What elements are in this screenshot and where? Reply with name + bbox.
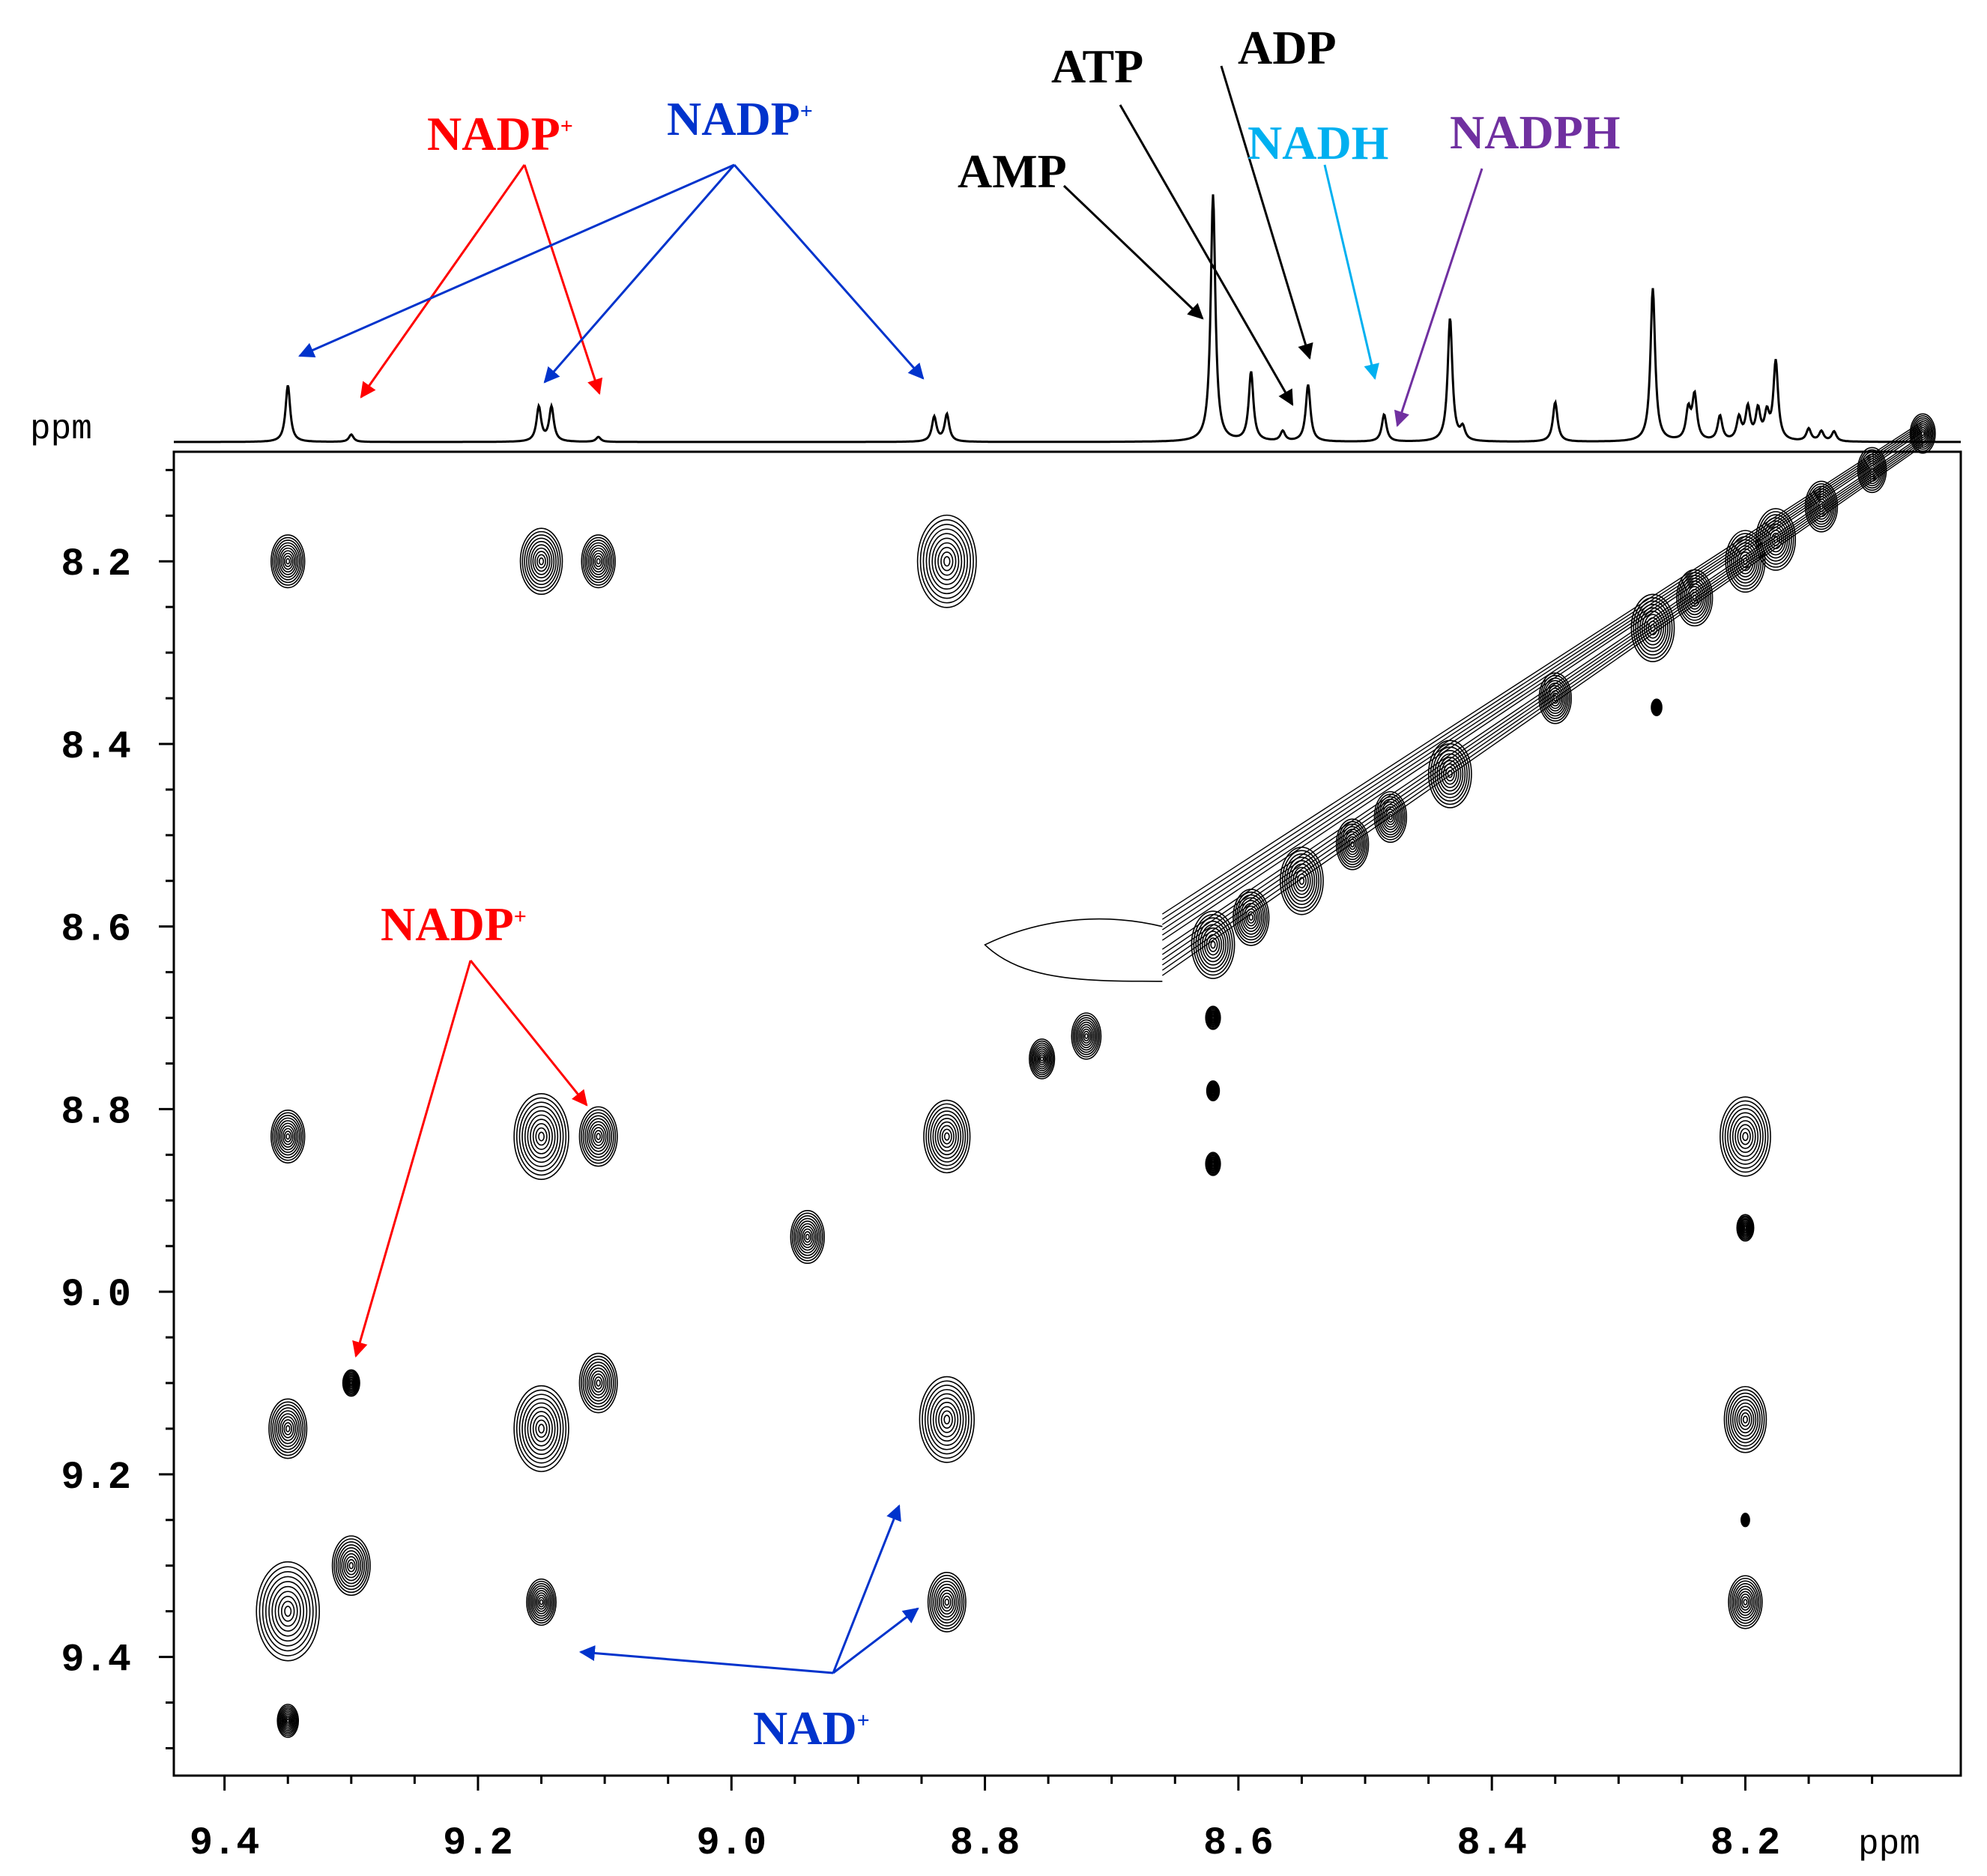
nadp-blue-arrow-3 [733,164,925,380]
minor-peak [1205,1005,1221,1030]
x-tick-label: 8.6 [1203,1821,1274,1866]
diagonal-peak [1725,530,1766,593]
minor-peak [1206,1080,1221,1102]
diagonal-peak [1335,818,1370,871]
cross-peak [255,1561,321,1662]
diagonal-peak [1630,593,1675,662]
minor-peak [1205,1152,1221,1176]
diagonal-peak [1676,569,1714,627]
cross-peak [270,534,306,589]
label-nadp-blue-top: NADP+ [667,92,813,145]
amp-arrow [1062,184,1204,320]
nadp-red-arrow-3 [352,960,472,1358]
cross-peak [1723,1385,1767,1453]
diagonal-peak [1427,739,1472,808]
nadph-arrow [1394,168,1484,427]
diagonal-tail [984,918,1163,982]
label-nadp-red-lower: NADP+ [381,898,527,951]
cross-peak [578,1106,618,1167]
diagonal-peak [1755,508,1797,571]
label-atp: ATP [1051,40,1143,93]
diagonal-peak [1538,672,1572,724]
cross-peak [790,1210,825,1265]
atp-arrow [1119,104,1294,406]
nad-blue-arrow-2 [832,1504,901,1674]
y-tick-label: 8.8 [61,1090,131,1134]
label-adp: ADP [1238,21,1337,74]
cross-peak [1071,1012,1102,1060]
label-amp: AMP [958,145,1067,198]
nad-blue-arrow-3 [832,1607,919,1674]
cross-peak [927,1572,967,1633]
cross-peak [331,1535,371,1597]
nad-blue-arrow-1 [578,1645,834,1674]
y-tick-label: 8.6 [61,908,131,952]
x-tick-label: 9.4 [190,1821,260,1866]
cross-peak [519,527,563,596]
cross-peak [578,1352,618,1414]
nadp-red-arrow-2 [523,164,603,395]
cross-peak [1720,1096,1771,1177]
cross-peak [526,1578,557,1627]
projection-trace [174,194,1961,444]
y-tick-label: 8.2 [61,542,131,587]
x-axis-label: ppm [1858,1825,1920,1864]
cross-peak [581,534,616,589]
cross-peak [268,1398,308,1459]
adp-arrow [1220,65,1313,360]
y-tick-label: 9.0 [61,1273,131,1317]
nadp-red-arrow-1 [360,164,526,399]
annotation-labels: NADP+ NADP+ AMP ATP ADP NADH NADPH NADP+… [381,21,1621,1755]
cross-peak [513,1092,569,1180]
minor-peak [1740,1513,1750,1528]
x-tick-label: 8.2 [1711,1821,1781,1866]
y-tick-label: 8.4 [61,725,131,769]
nadp-blue-arrow-2 [543,164,736,384]
diagonal-peak [1373,790,1408,843]
diagonal-peak [1191,910,1236,979]
diagonal-peak [1857,447,1887,494]
minor-peak [1736,1214,1755,1242]
cross-peak [342,1369,360,1397]
diagonal-peak [1280,847,1324,916]
x-tick-label: 8.4 [1457,1821,1527,1866]
cross-peak [916,514,977,608]
y-tick-label: 9.2 [61,1456,131,1500]
x-tick-label: 9.2 [443,1821,513,1866]
cross-peak [923,1099,971,1174]
y-tick-label: 9.4 [61,1639,131,1683]
cross-peak [1029,1038,1056,1080]
nadh-arrow [1323,164,1379,381]
plot-frame [172,450,1962,1777]
cross-peak [276,1704,300,1738]
cross-peak [513,1385,569,1472]
nadp-blue-arrow-1 [298,163,735,358]
1d-projection-spectrum [174,194,1961,444]
diagonal-peak [1804,480,1839,533]
nadp-red-arrow-4 [469,960,588,1107]
cross-peak [270,1109,306,1164]
label-nadh: NADH [1247,116,1388,169]
x-tick-label: 9.0 [696,1821,766,1866]
x-axis: 9.4 9.2 9.0 8.8 8.6 8.4 8.2 [174,1774,1961,1866]
cross-peak [919,1376,976,1463]
projection-ppm-label: ppm [30,410,92,449]
contour-peaks [255,413,1936,1738]
annotation-arrows [298,65,1484,1674]
x-tick-label: 8.8 [950,1821,1020,1866]
y-axis: 8.2 8.4 8.6 8.8 9.0 9.2 9.4 [61,468,174,1749]
cross-peak [1728,1575,1763,1630]
minor-peak [1651,698,1663,717]
label-nadp-red-top: NADP+ [427,107,573,160]
label-nadph: NADPH [1450,106,1621,159]
diagonal-peak [1909,413,1936,454]
label-nad-blue: NAD+ [753,1701,870,1755]
diagonal-peak [1233,889,1270,946]
